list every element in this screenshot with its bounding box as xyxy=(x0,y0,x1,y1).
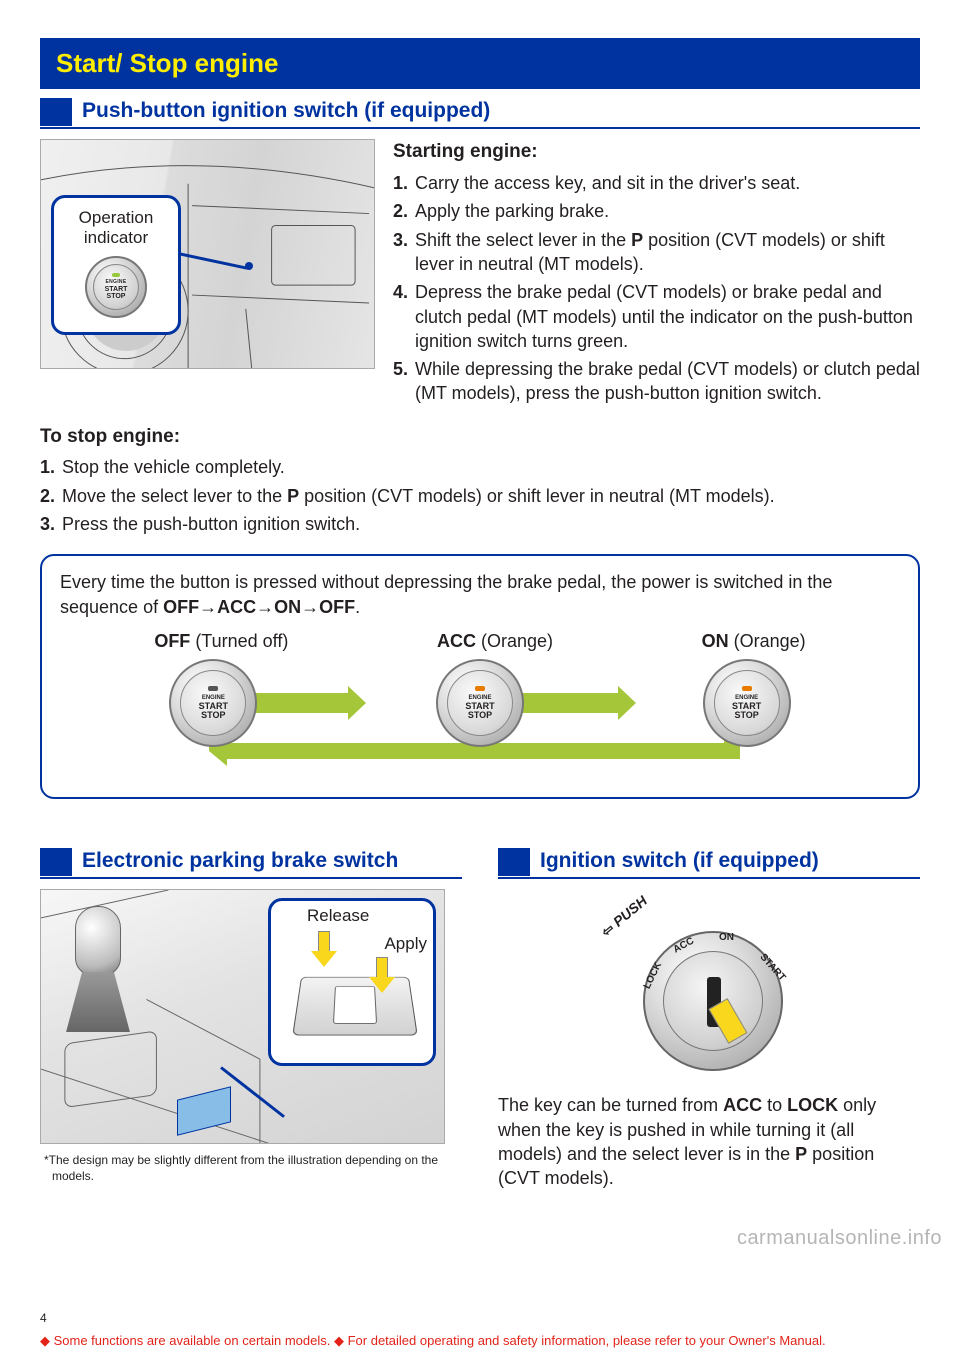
stop-step: 3.Press the push-button ignition switch. xyxy=(40,512,920,536)
sequence-diagram: OFF (Turned off) ACC (Orange) ON (Orange… xyxy=(60,629,900,779)
state-label-off: OFF (Turned off) xyxy=(154,629,288,653)
btn-txt: STOP xyxy=(201,711,225,720)
stop-engine-heading: To stop engine: xyxy=(40,424,920,450)
start-step: 3.Shift the select lever in the P positi… xyxy=(393,228,920,277)
section-title: Push-button ignition switch (if equipped… xyxy=(82,97,490,127)
ignition-switch-section: Ignition switch (if equipped) ⇦ PUSH LOC… xyxy=(498,847,920,1191)
step-num: 5. xyxy=(393,357,415,406)
state-label-acc: ACC (Orange) xyxy=(437,629,553,653)
stop-step: 2.Move the select lever to the P positio… xyxy=(40,484,920,508)
section-marker xyxy=(40,848,72,876)
stop-engine-block: To stop engine: 1.Stop the vehicle compl… xyxy=(40,424,920,537)
start-step: 1.Carry the access key, and sit in the d… xyxy=(393,171,920,195)
btn-text-start: START xyxy=(105,286,128,293)
section-title: Electronic parking brake switch xyxy=(82,847,398,877)
step-num: 2. xyxy=(393,199,415,223)
step-text: While depressing the brake pedal (CVT mo… xyxy=(415,357,920,406)
indicator-led-icon xyxy=(112,273,120,277)
watermark-text: carmanualsonline.info xyxy=(737,1225,942,1252)
section-title: Ignition switch (if equipped) xyxy=(540,847,819,877)
state-label-on: ON (Orange) xyxy=(702,629,806,653)
callout-label: Operation indicator xyxy=(60,208,172,247)
ign-pos-acc: ACC xyxy=(671,935,696,957)
section-marker xyxy=(498,848,530,876)
btn-text-stop: STOP xyxy=(107,293,126,300)
engine-start-stop-button-icon: ENGINE START STOP xyxy=(85,256,147,318)
start-step: 4.Depress the brake pedal (CVT models) o… xyxy=(393,280,920,353)
step-num: 1. xyxy=(393,171,415,195)
step-text: Shift the select lever in the P position… xyxy=(415,228,920,277)
start-step: 2.Apply the parking brake. xyxy=(393,199,920,223)
ign-pos-on: ON xyxy=(719,931,734,945)
apply-arrow-icon xyxy=(371,957,393,991)
led-orange-icon xyxy=(742,686,752,691)
epb-callout: Release Apply xyxy=(268,898,436,1066)
stop-steps-list: 1.Stop the vehicle completely. 2.Move th… xyxy=(40,455,920,536)
dashboard-illustration: Operation indicator ENGINE START STOP xyxy=(40,139,375,369)
ign-pos-start: START xyxy=(757,951,789,984)
section-epb-heading: Electronic parking brake switch xyxy=(40,847,462,879)
step-text: Move the select lever to the P position … xyxy=(62,484,920,508)
step-text: Carry the access key, and sit in the dri… xyxy=(415,171,920,195)
bottom-footnote: ◆ Some functions are available on certai… xyxy=(40,1332,826,1350)
electronic-parking-brake-section: Electronic parking brake switch xyxy=(40,847,462,1191)
section-ignition-heading: Ignition switch (if equipped) xyxy=(498,847,920,879)
power-sequence-info-box: Every time the button is pressed without… xyxy=(40,554,920,799)
ignition-body-text: The key can be turned from ACC to LOCK o… xyxy=(498,1093,920,1190)
ignition-cylinder-icon: LOCK ACC ON START xyxy=(643,931,783,1071)
release-label: Release xyxy=(307,905,369,928)
starting-engine-block: Starting engine: 1.Carry the access key,… xyxy=(393,139,920,409)
step-num: 1. xyxy=(40,455,62,479)
sequence-arrow-icon xyxy=(245,693,350,713)
ignition-illustration: ⇦ PUSH LOCK ACC ON START xyxy=(589,889,829,1079)
epb-switch-icon xyxy=(292,977,418,1036)
section-push-button-heading: Push-button ignition switch (if equipped… xyxy=(40,97,920,129)
state-button-acc-icon: ENGINE START STOP xyxy=(436,659,524,747)
starting-engine-heading: Starting engine: xyxy=(393,139,920,165)
page-number: 4 xyxy=(40,1310,47,1326)
step-text: Stop the vehicle completely. xyxy=(62,455,920,479)
btn-text-engine: ENGINE xyxy=(106,279,127,286)
ign-pos-lock: LOCK xyxy=(641,960,666,991)
starting-steps-list: 1.Carry the access key, and sit in the d… xyxy=(393,171,920,406)
step-num: 3. xyxy=(40,512,62,536)
step-num: 4. xyxy=(393,280,415,353)
step-text: Apply the parking brake. xyxy=(415,199,920,223)
state-button-off-icon: ENGINE START STOP xyxy=(169,659,257,747)
epb-footnote: *The design may be slightly different fr… xyxy=(40,1152,462,1184)
sequence-arrow-icon xyxy=(515,693,620,713)
btn-txt: STOP xyxy=(734,711,758,720)
step-text: Press the push-button ignition switch. xyxy=(62,512,920,536)
state-button-on-icon: ENGINE START STOP xyxy=(703,659,791,747)
led-off-icon xyxy=(208,686,218,691)
section-marker xyxy=(40,98,72,126)
start-step: 5.While depressing the brake pedal (CVT … xyxy=(393,357,920,406)
step-num: 3. xyxy=(393,228,415,277)
operation-indicator-callout: Operation indicator ENGINE START STOP xyxy=(51,195,181,334)
led-orange-icon xyxy=(475,686,485,691)
apply-label: Apply xyxy=(384,933,427,956)
btn-txt: STOP xyxy=(468,711,492,720)
push-label-icon: ⇦ PUSH xyxy=(597,892,651,942)
release-arrow-icon xyxy=(313,931,335,965)
stop-step: 1.Stop the vehicle completely. xyxy=(40,455,920,479)
epb-illustration: Release Apply xyxy=(40,889,445,1144)
page-title-bar: Start/ Stop engine xyxy=(40,38,920,89)
step-text: Depress the brake pedal (CVT models) or … xyxy=(415,280,920,353)
step-num: 2. xyxy=(40,484,62,508)
info-box-intro: Every time the button is pressed without… xyxy=(60,570,900,619)
